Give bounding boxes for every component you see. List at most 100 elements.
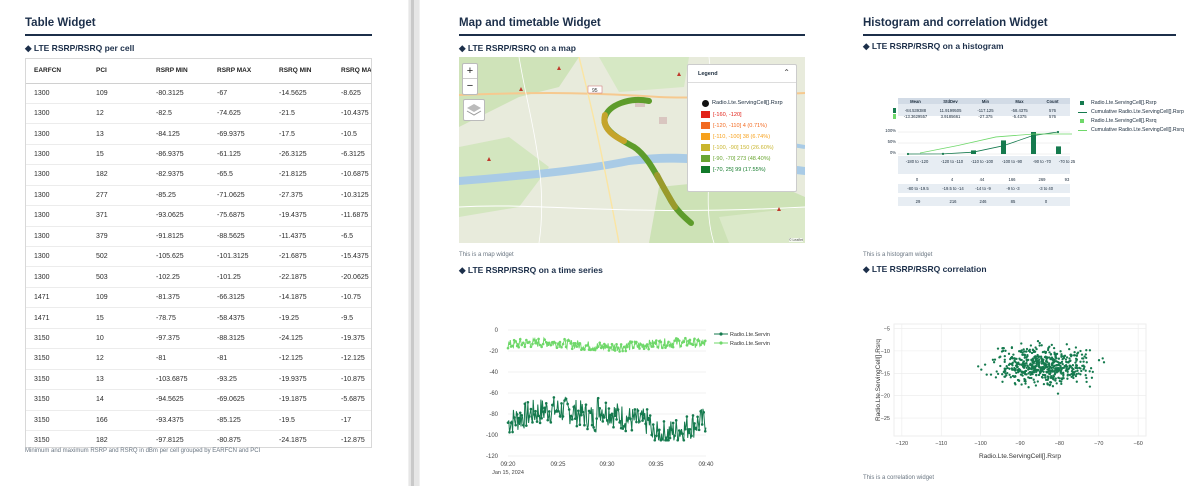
scatter-point (1028, 370, 1031, 374)
y-tick-label: -40 (489, 370, 498, 376)
table-cell: -10.5 (333, 123, 371, 145)
scatter-point (1070, 354, 1073, 357)
scatter-point (1061, 358, 1064, 361)
legend-swatch (701, 133, 710, 140)
scatter-point (1022, 353, 1026, 356)
series-point (650, 433, 654, 437)
series-point (653, 438, 657, 442)
series-point (622, 424, 626, 428)
scatter-point (1016, 378, 1020, 382)
table-cell: -93.0625 (148, 205, 209, 227)
scatter-point (1037, 361, 1040, 364)
rsrp-bin-label: -110 to -100 (970, 159, 994, 164)
series-point (633, 408, 637, 411)
column-header[interactable]: RSRQ MAX (333, 59, 371, 84)
rsrp-bin-count: 269 (1038, 177, 1046, 182)
correlation-chart[interactable]: −120 −110 −100 −90 −80 −70 −60−5−10−15−20−25Ra… (866, 318, 1166, 466)
series-point (642, 417, 646, 420)
scatter-point (1046, 348, 1050, 352)
column-header[interactable]: RSRQ MIN (271, 59, 333, 84)
scatter-point (1046, 361, 1049, 364)
table-row: 1300 277 -85.25 -71.0625 -27.375 -10.3125 (26, 185, 371, 207)
series-point (648, 414, 652, 417)
series-point (661, 346, 664, 350)
table-cell: -101.3125 (209, 246, 271, 268)
scatter-point (1059, 361, 1062, 365)
series-point (624, 429, 628, 433)
column-header[interactable]: RSRP MIN (148, 59, 209, 84)
scatter-point (1045, 359, 1048, 362)
stats-cell: -58.4375 (1011, 108, 1028, 113)
scatter-point (1031, 371, 1034, 374)
series-point (696, 415, 699, 419)
scatter-point (1050, 363, 1054, 367)
scatter-point (1038, 341, 1041, 345)
stats-cell: 576 (1049, 108, 1056, 113)
scatter-point (1097, 359, 1101, 362)
data-table-container[interactable]: EARFCN PCI RSRP MIN RSRP MAX RSRQ MIN RSRQ MA… (25, 58, 372, 448)
series-point (598, 407, 602, 410)
scatter-point (1084, 374, 1087, 377)
correlation-note: This is a correlation widget (863, 475, 935, 481)
zoom-out-button[interactable]: − (466, 80, 474, 92)
column-header[interactable]: PCI (88, 59, 148, 84)
legend-swatch (1080, 119, 1084, 123)
scatter-point (995, 370, 998, 373)
table-row: 1300 109 -80.3125 -67 -14.5625 -8.625 (26, 83, 371, 104)
column-header[interactable]: RSRP MAX (209, 59, 271, 84)
scatter-point (1018, 370, 1021, 373)
correlation-subtitle: ◆ LTE RSRP/RSRQ correlation (863, 264, 987, 274)
scatter-point (1011, 361, 1014, 364)
scatter-point (1039, 369, 1043, 372)
series-point (535, 341, 539, 345)
scatter-point (1076, 367, 1079, 370)
scatter-point (1029, 344, 1033, 347)
scatter-point (1040, 360, 1043, 363)
series-point (601, 420, 605, 423)
scatter-point (1004, 349, 1007, 352)
table-cell: -101.25 (209, 266, 271, 288)
map-view[interactable]: 95 + − Legend ⌃ Radio.Lte.ServingCell[].… (459, 57, 805, 243)
scatter-point (1041, 350, 1045, 354)
y-tick-label: -20 (489, 349, 498, 355)
series-point (653, 341, 657, 344)
scatter-point (1007, 352, 1011, 355)
layers-button[interactable] (463, 99, 485, 121)
series-point (612, 425, 615, 429)
scatter-point (1046, 382, 1049, 385)
column-header[interactable]: EARFCN (26, 59, 88, 84)
series-point (651, 345, 655, 348)
zoom-in-button[interactable]: + (463, 64, 477, 79)
series-point (583, 423, 586, 427)
legend-label: Radio.Lte.ServingCell[].Rsrq (1091, 118, 1157, 124)
series-point (673, 339, 676, 343)
pct-tick-label: 50% (887, 139, 896, 144)
series-point (615, 418, 618, 421)
x-tick-label: −70 (1094, 441, 1103, 447)
table-subtitle: ◆ LTE RSRP/RSRQ per cell (25, 43, 135, 53)
table-row: 3150 12 -81 -81 -12.125 -12.125 (26, 348, 371, 370)
scatter-point (1059, 350, 1062, 353)
scatter-point (1059, 369, 1062, 372)
series-point (532, 413, 536, 416)
table-cell: -86.9375 (148, 144, 209, 166)
table-cell: -81.375 (148, 287, 209, 309)
scatter-point (1033, 371, 1036, 374)
scatter-point (1068, 347, 1071, 351)
rsrq-bin-label: -3 to 40 (1038, 186, 1054, 191)
scatter-point (996, 372, 1000, 376)
series-point (561, 342, 565, 346)
series-point (607, 407, 611, 410)
scatter-point (1083, 365, 1086, 368)
series-point (668, 436, 672, 440)
resize-handle[interactable] (411, 0, 414, 486)
histogram-chart[interactable]: Mean StdDev Min Max Count -84.539388 11.919950… (880, 96, 1184, 214)
chevron-up-icon[interactable]: ⌃ (783, 68, 790, 77)
scatter-point (1015, 357, 1018, 361)
scatter-point (1085, 356, 1088, 360)
table-cell: 13 (88, 369, 148, 391)
map-attribution[interactable]: © Leaflet (788, 238, 803, 242)
series-point (613, 414, 617, 418)
scatter-point (1036, 355, 1040, 358)
